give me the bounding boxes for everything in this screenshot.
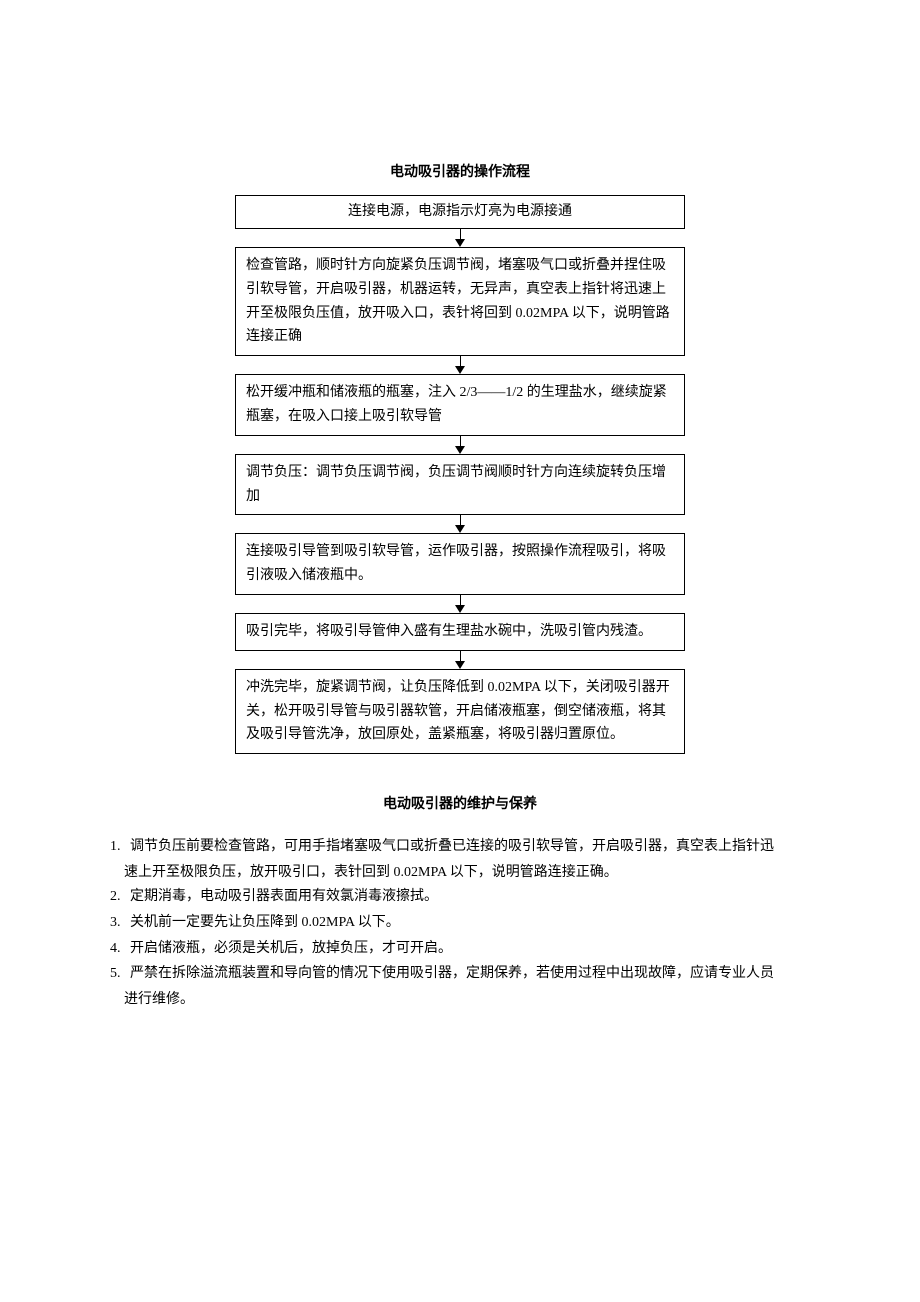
- item-text: 定期消毒，电动吸引器表面用有效氯消毒液擦拭。: [130, 885, 810, 909]
- item-num: 2.: [110, 885, 130, 909]
- flow-step-0: 连接电源，电源指示灯亮为电源接通: [235, 195, 685, 229]
- flow-arrow-0: [235, 229, 685, 247]
- item-num: 4.: [110, 937, 130, 961]
- flowchart-container: 连接电源，电源指示灯亮为电源接通 检查管路，顺时针方向旋紧负压调节阀，堵塞吸气口…: [235, 195, 685, 754]
- item-text: 严禁在拆除溢流瓶装置和导向管的情况下使用吸引器，定期保养，若使用过程中出现故障，…: [130, 962, 810, 986]
- page-title: 电动吸引器的操作流程: [110, 160, 810, 185]
- maintenance-item-3: 4. 开启储液瓶，必须是关机后，放掉负压，才可开启。: [110, 937, 810, 961]
- flow-step-5: 吸引完毕，将吸引导管伸入盛有生理盐水碗中，洗吸引管内残渣。: [235, 613, 685, 651]
- maintenance-item-4-cont: 进行维修。: [110, 988, 810, 1012]
- item-num: 1.: [110, 835, 130, 859]
- maintenance-item-4: 5. 严禁在拆除溢流瓶装置和导向管的情况下使用吸引器，定期保养，若使用过程中出现…: [110, 962, 810, 986]
- flow-arrow-4: [235, 595, 685, 613]
- maintenance-item-2: 3. 关机前一定要先让负压降到 0.02MPA 以下。: [110, 911, 810, 935]
- item-text: 开启储液瓶，必须是关机后，放掉负压，才可开启。: [130, 937, 810, 961]
- maintenance-item-0-cont: 速上开至极限负压，放开吸引口，表针回到 0.02MPA 以下，说明管路连接正确。: [110, 861, 810, 885]
- flow-arrow-1: [235, 356, 685, 374]
- item-num: 3.: [110, 911, 130, 935]
- flow-arrow-5: [235, 651, 685, 669]
- flow-step-4: 连接吸引导管到吸引软导管，运作吸引器，按照操作流程吸引，将吸引液吸入储液瓶中。: [235, 533, 685, 595]
- flow-arrow-2: [235, 436, 685, 454]
- maintenance-item-1: 2. 定期消毒，电动吸引器表面用有效氯消毒液擦拭。: [110, 885, 810, 909]
- flow-step-2: 松开缓冲瓶和储液瓶的瓶塞，注入 2/3——1/2 的生理盐水，继续旋紧瓶塞，在吸…: [235, 374, 685, 436]
- item-num: 5.: [110, 962, 130, 986]
- flow-step-6: 冲洗完毕，旋紧调节阀，让负压降低到 0.02MPA 以下，关闭吸引器开关，松开吸…: [235, 669, 685, 754]
- maintenance-item-0: 1. 调节负压前要检查管路，可用手指堵塞吸气口或折叠已连接的吸引软导管，开启吸引…: [110, 835, 810, 859]
- flow-step-1: 检查管路，顺时针方向旋紧负压调节阀，堵塞吸气口或折叠并捏住吸引软导管，开启吸引器…: [235, 247, 685, 356]
- item-text: 关机前一定要先让负压降到 0.02MPA 以下。: [130, 911, 810, 935]
- maintenance-title: 电动吸引器的维护与保养: [110, 792, 810, 817]
- item-text: 调节负压前要检查管路，可用手指堵塞吸气口或折叠已连接的吸引软导管，开启吸引器，真…: [130, 835, 810, 859]
- maintenance-list: 1. 调节负压前要检查管路，可用手指堵塞吸气口或折叠已连接的吸引软导管，开启吸引…: [110, 835, 810, 1012]
- flow-step-3: 调节负压：调节负压调节阀，负压调节阀顺时针方向连续旋转负压增加: [235, 454, 685, 516]
- flow-arrow-3: [235, 515, 685, 533]
